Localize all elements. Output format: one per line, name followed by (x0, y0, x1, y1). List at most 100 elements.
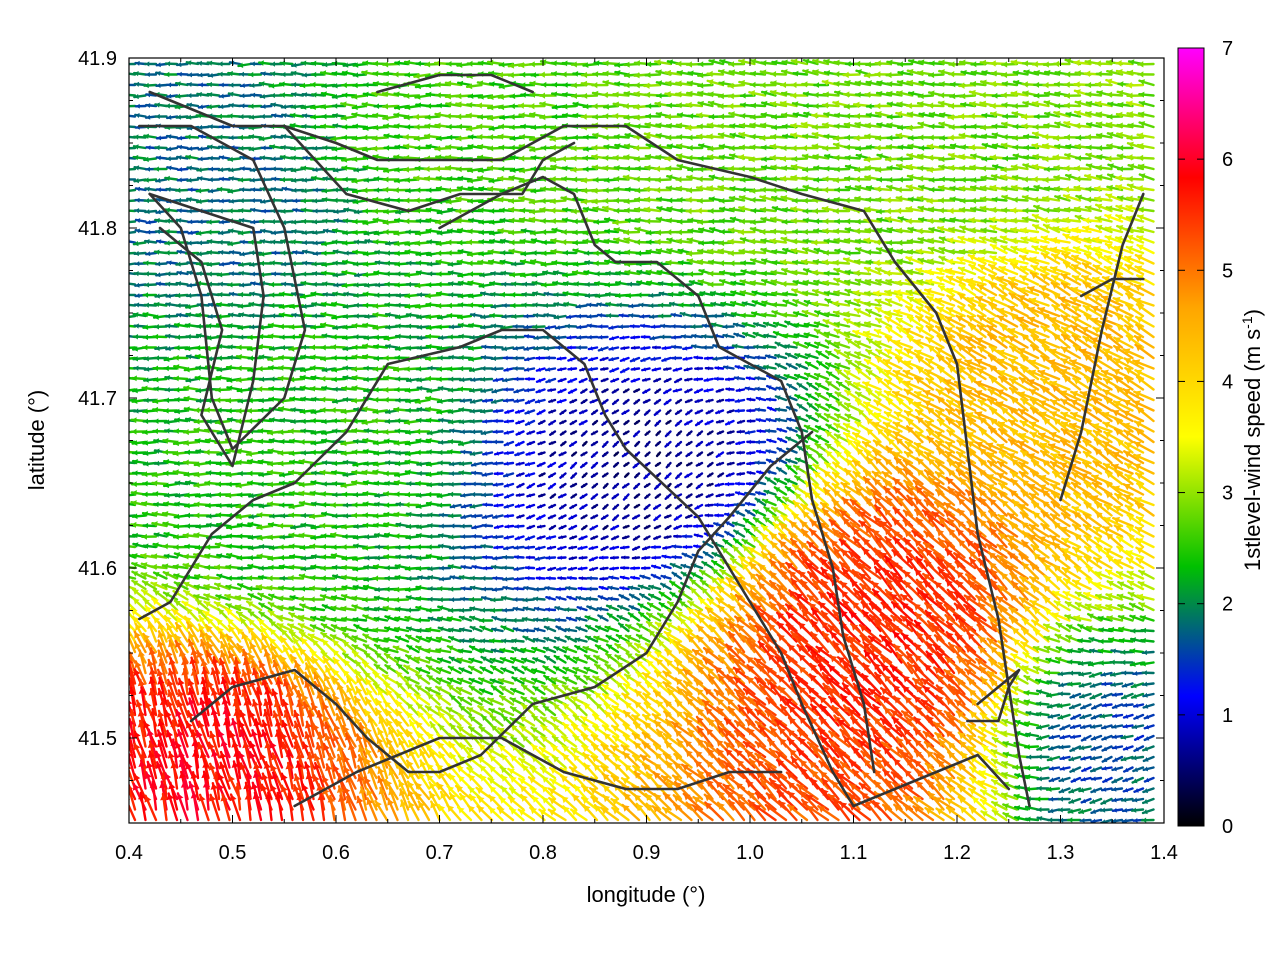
wind-vector-head (843, 71, 849, 79)
wind-vector-head (1022, 81, 1028, 88)
wind-vector-head (539, 71, 545, 78)
wind-vector-head (1118, 81, 1124, 88)
wind-vector-head (898, 70, 904, 76)
wind-vector-head (405, 71, 411, 78)
wind-vector-head (270, 92, 275, 99)
wind-vector-head (634, 72, 640, 79)
wind-vector-head (919, 80, 925, 86)
wind-vector-head (164, 71, 170, 78)
wind-vector-head (603, 79, 610, 86)
wind-vector-head (634, 82, 640, 89)
wind-vector-head (991, 70, 997, 77)
wind-vector-head (624, 82, 630, 89)
wind-vector-head (982, 69, 988, 76)
wind-vector-head (124, 167, 128, 172)
wind-vector-head (198, 72, 203, 78)
wind-vector-head (845, 79, 851, 86)
wind-vector-head (445, 80, 452, 87)
wind-vector-head (363, 60, 369, 67)
wind-vector-head (804, 58, 810, 65)
wind-vector-head (676, 60, 682, 67)
wind-vector-head (592, 81, 598, 89)
wind-vector-head (124, 71, 129, 76)
wind-vector-head (124, 230, 128, 235)
wind-vector-head (665, 69, 672, 77)
wind-vector-head (228, 70, 233, 77)
wind-vector-head (123, 92, 127, 97)
wind-vector-head (917, 69, 924, 77)
wind-vector-head (310, 81, 316, 88)
wind-vector-head (907, 68, 914, 76)
wind-vector-head (177, 62, 182, 68)
wind-vector-head (240, 83, 245, 89)
wind-vector-head (269, 82, 275, 89)
wind-vector-head (676, 80, 682, 87)
wind-vector-head (343, 62, 349, 68)
wind-vector-head (791, 58, 798, 65)
wind-vector-head (134, 70, 139, 77)
wind-vector-head (950, 81, 956, 88)
wind-vector-head (167, 93, 172, 99)
wind-vector-head (270, 71, 276, 77)
wind-vector-head (739, 69, 746, 77)
wind-vector-head (1138, 61, 1144, 68)
wind-vector-head (728, 82, 734, 90)
wind-vector-head (1024, 69, 1030, 76)
wind-vector-head (208, 72, 214, 78)
wind-vector-head (499, 83, 505, 90)
wind-vector-head (302, 92, 308, 98)
wind-vector-head (498, 71, 504, 78)
wind-vector (129, 240, 137, 244)
wind-vector-head (782, 59, 788, 66)
wind-vector-head (260, 93, 266, 100)
wind-vector-head (1116, 60, 1122, 67)
wind-vector-head (321, 70, 327, 77)
wind-vector-head (866, 80, 872, 86)
wind-vector-head (719, 69, 725, 76)
wind-vector-head (187, 92, 192, 99)
wind-vector-head (887, 59, 893, 66)
wind-vector-head (322, 61, 328, 68)
wind-vector-head (123, 314, 128, 319)
wind-vector-head (146, 92, 151, 98)
wind-vector-head (760, 82, 766, 89)
wind-vector-head (508, 62, 515, 69)
wind-vector-head (384, 70, 390, 77)
wind-vector-head (353, 82, 358, 89)
wind-vector-head (1095, 81, 1102, 88)
wind-vector-head (1054, 81, 1060, 88)
wind-vector-head (1106, 78, 1113, 85)
wind-vector-head (581, 80, 588, 88)
wind-vector-head (1107, 69, 1113, 76)
wind-vector-head (1096, 70, 1102, 78)
wind-vector-head (739, 58, 745, 65)
wind-vector-head (228, 91, 234, 97)
wind-vector-head (856, 69, 862, 75)
wind-vectors (123, 58, 1155, 823)
wind-vector-head (342, 82, 347, 89)
wind-vector-head (1084, 70, 1091, 78)
wind-vector-head (813, 69, 819, 76)
wind-vector-head (1074, 59, 1080, 67)
wind-vector-head (125, 177, 129, 182)
wind-vector-head (415, 93, 421, 100)
wind-vector-head (124, 262, 128, 267)
wind-vector-head (240, 93, 245, 99)
wind-vector-head (667, 59, 674, 66)
wind-vector-head (603, 60, 609, 67)
wind-vector-head (834, 71, 840, 78)
wind-vector-head (960, 59, 966, 66)
wind-vector-head (373, 80, 379, 87)
wind-vector-head (990, 80, 997, 88)
wind-vector-head (478, 60, 484, 67)
wind-vector-head (707, 79, 714, 86)
wind-vector-head (145, 61, 150, 67)
wind-vector-head (1054, 60, 1060, 68)
wind-vector-head (353, 62, 359, 68)
wind-vector-head (791, 81, 797, 89)
wind-vector-head (395, 60, 401, 66)
wind-vector-head (729, 61, 735, 68)
wind-vector-head (383, 90, 389, 98)
wind-vector-head (322, 82, 327, 89)
wind-vector-head (1011, 59, 1018, 66)
